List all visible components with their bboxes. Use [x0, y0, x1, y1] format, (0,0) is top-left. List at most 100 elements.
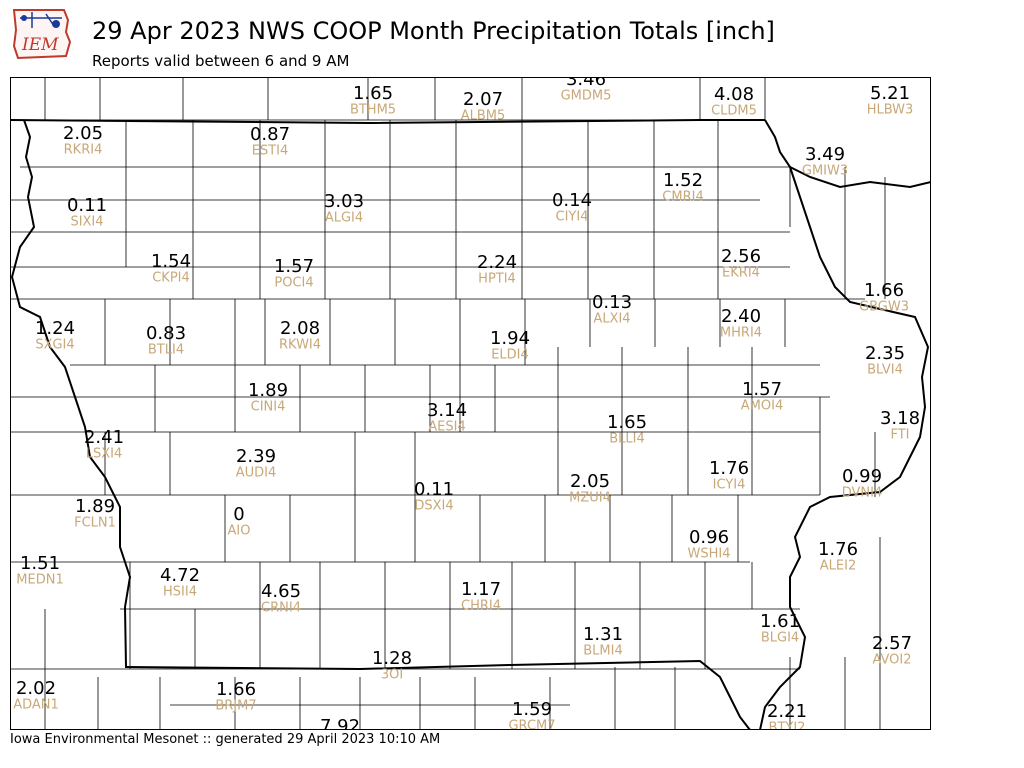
- precip-value: 0.11: [66, 195, 108, 216]
- station-id: AUDI4: [235, 465, 277, 481]
- precip-value: 1.76: [708, 458, 750, 479]
- station-id: RKWI4: [278, 337, 322, 353]
- precip-value: 2.08: [279, 318, 321, 339]
- precipitation-map: [10, 77, 931, 730]
- precip-value: 2.57: [871, 633, 913, 654]
- precip-value: 0.87: [249, 124, 291, 145]
- station-id: RKRI4: [63, 142, 103, 158]
- iem-logo-text: IEM: [21, 35, 59, 55]
- precip-value: 2.35: [864, 343, 906, 364]
- precip-value: 2.21: [766, 701, 808, 722]
- precip-value: 4.08: [713, 84, 755, 105]
- precip-value: 1.66: [863, 280, 905, 301]
- precip-value: 0.14: [551, 190, 593, 211]
- station-id: CRNI4: [261, 600, 301, 616]
- map-footer: Iowa Environmental Mesonet :: generated …: [10, 732, 441, 747]
- station-id: DVNI4: [841, 485, 883, 501]
- station-id: LSXI4: [85, 446, 123, 462]
- station-id: ESTI4: [251, 143, 289, 159]
- precip-value: 5.21: [869, 83, 911, 104]
- precip-value: 4.65: [260, 581, 302, 602]
- precip-value: 2.56: [720, 246, 762, 267]
- station-id: HPTI4: [478, 271, 516, 287]
- station-id: BLGI4: [760, 630, 800, 646]
- station-id: POCI4: [274, 275, 314, 291]
- precip-value: 2.41: [83, 427, 125, 448]
- station-id: MHRI4: [719, 325, 763, 341]
- precip-value: 1.57: [741, 379, 783, 400]
- precip-value: 3.14: [426, 400, 468, 421]
- precip-value: 1.76: [817, 539, 859, 560]
- iem-logo-graphic: IEM: [12, 9, 72, 60]
- station-id: GRCM7: [508, 718, 556, 731]
- precip-value: 1.17: [460, 579, 502, 600]
- iem-logo: IEM: [10, 6, 74, 62]
- precip-value: 1.54: [150, 251, 192, 272]
- precip-value: 1.57: [273, 256, 315, 277]
- station-id: DSXI4: [414, 498, 454, 514]
- precip-value: 1.28: [371, 648, 413, 669]
- precip-value: 1.89: [247, 380, 289, 401]
- precip-value: 0: [233, 504, 245, 525]
- station-id: CMRI4: [662, 189, 704, 205]
- station-id: ALGI4: [324, 210, 364, 226]
- station-id: HSII4: [163, 584, 197, 600]
- station-id: AESI4: [428, 419, 466, 435]
- station-id: CHRI4: [461, 598, 501, 614]
- station-id: BTLI4: [147, 342, 185, 358]
- precip-value: 2.05: [569, 471, 611, 492]
- precip-value: 2.07: [462, 89, 504, 110]
- precip-value: 3.49: [804, 144, 846, 165]
- precip-value: 3.46: [565, 69, 607, 90]
- precip-value: 1.24: [34, 318, 76, 339]
- station-id: ADAN1: [13, 697, 59, 713]
- station-id: MEDN1: [16, 572, 64, 588]
- station-id: FCLN1: [74, 515, 116, 531]
- precip-value: 1.66: [215, 679, 257, 700]
- station-id: GMIW3: [801, 163, 849, 179]
- precip-value: 1.59: [511, 699, 553, 720]
- county-boundaries: [10, 77, 931, 730]
- precip-value: 7.92: [319, 716, 361, 731]
- precip-value: 0.96: [688, 527, 730, 548]
- station-id: FTI: [890, 427, 910, 443]
- station-id: ELDI4: [491, 347, 529, 363]
- station-id: BTYI2: [768, 720, 806, 731]
- precip-value: 1.52: [662, 170, 704, 191]
- precip-value: 1.31: [582, 624, 624, 645]
- station-id: ALBM5: [460, 108, 506, 124]
- station-id: ALXI4: [593, 311, 631, 327]
- precip-value: 2.40: [720, 306, 762, 327]
- station-id: ALEI2: [819, 558, 857, 574]
- station-id: BTHM5: [349, 102, 397, 118]
- station-id: BLMI4: [583, 643, 623, 659]
- station-id: 3OI: [380, 667, 404, 683]
- precip-value: 3.03: [323, 191, 365, 212]
- precip-value: 3.18: [879, 408, 921, 429]
- station-id: CKPI4: [152, 270, 190, 286]
- precip-value: 1.65: [606, 412, 648, 433]
- station-id: SXGI4: [35, 337, 75, 353]
- station-id: GBGW3: [859, 299, 909, 315]
- station-id: WSHI4: [687, 546, 731, 562]
- precip-value: 1.61: [759, 611, 801, 632]
- precip-value: 1.65: [352, 83, 394, 104]
- station-id: HLBW3: [866, 102, 914, 118]
- station-id: AVOI2: [872, 652, 912, 668]
- precip-value: 0.11: [413, 479, 455, 500]
- precip-value: 4.72: [159, 565, 201, 586]
- precip-value: 1.51: [19, 553, 61, 574]
- station-id: SIXI4: [70, 214, 104, 230]
- station-id: ICYI4: [712, 477, 746, 493]
- station-id: AMOI4: [740, 398, 784, 414]
- map-subtitle: Reports valid between 6 and 9 AM: [92, 52, 350, 70]
- precip-value: 1.94: [489, 328, 531, 349]
- precip-value: 0.83: [145, 323, 187, 344]
- station-id: BLLI4: [609, 431, 645, 447]
- station-id: MZUI4: [569, 490, 611, 506]
- station-id: CINI4: [250, 399, 286, 415]
- map-title: 29 Apr 2023 NWS COOP Month Precipitation…: [92, 17, 775, 45]
- precip-value: 0.99: [841, 466, 883, 487]
- station-id: GMDM5: [560, 88, 612, 104]
- station-id: AIO: [227, 523, 251, 539]
